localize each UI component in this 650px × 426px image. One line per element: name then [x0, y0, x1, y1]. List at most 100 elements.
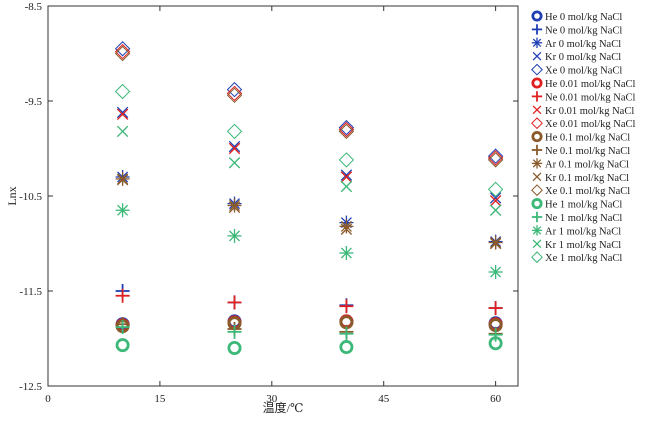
data-point	[115, 320, 130, 335]
data-point	[487, 148, 504, 164]
data-point	[339, 340, 354, 355]
series-7	[116, 108, 502, 207]
legend-item: Ar 1 mol/kg NaCl	[531, 225, 621, 237]
legend-item: Xe 1 mol/kg NaCl	[531, 251, 622, 264]
series-15	[115, 320, 503, 342]
legend-marker	[531, 144, 543, 156]
legend-marker	[531, 77, 543, 89]
data-point	[338, 123, 355, 140]
legend-item: Ne 0.01 mol/kg NaCl	[531, 91, 635, 103]
data-point	[339, 326, 354, 341]
data-point	[227, 198, 242, 213]
data-point	[488, 327, 503, 342]
legend-item: Xe 0.01 mol/kg NaCl	[531, 117, 635, 130]
data-point	[340, 180, 353, 193]
legend-label: Kr 0.1 mol/kg NaCl	[545, 173, 629, 184]
data-point	[340, 223, 353, 235]
legend-item: He 0.01 mol/kg NaCl	[531, 77, 635, 90]
axis-ticks	[47, 5, 518, 387]
series-12	[116, 174, 502, 250]
series-2	[115, 170, 503, 249]
legend-item: Kr 0.1 mol/kg NaCl	[532, 172, 629, 184]
series-11	[115, 171, 503, 250]
y-tick-label: -9.5	[25, 96, 43, 108]
legend-label: Ne 0.01 mol/kg NaCl	[545, 92, 635, 103]
legend-marker	[531, 24, 543, 35]
data-point	[339, 246, 354, 260]
data-point	[338, 119, 355, 136]
data-point	[227, 324, 242, 339]
legend-marker	[531, 211, 543, 223]
legend-marker	[531, 158, 543, 169]
legend-marker	[532, 105, 542, 115]
legend-label: He 0.01 mol/kg NaCl	[545, 79, 635, 90]
legend-label: He 0.1 mol/kg NaCl	[545, 133, 630, 144]
legend-item: Ne 1 mol/kg NaCl	[531, 211, 622, 224]
legend-item: He 1 mol/kg NaCl	[531, 198, 622, 211]
data-point	[488, 265, 503, 279]
legend-label: Xe 0.1 mol/kg NaCl	[545, 186, 630, 197]
data-point	[116, 125, 129, 138]
data-point	[487, 181, 504, 198]
data-point	[226, 87, 243, 104]
data-point	[227, 295, 242, 310]
series-17	[116, 125, 502, 216]
data-point	[339, 299, 354, 314]
data-point	[487, 150, 504, 166]
data-point	[489, 195, 502, 207]
x-tick-label: 30	[266, 393, 278, 405]
data-point	[115, 203, 130, 218]
legend-label: Ne 0 mol/kg NaCl	[545, 25, 622, 36]
legend-item: Kr 0.01 mol/kg NaCl	[532, 105, 634, 117]
x-tick-label: 15	[154, 393, 166, 405]
series-4	[114, 41, 504, 164]
data-point	[488, 235, 503, 250]
legend-label: Ar 0.1 mol/kg NaCl	[545, 159, 629, 170]
legend-label: Ar 1 mol/kg NaCl	[545, 226, 621, 237]
legend-item: He 0.1 mol/kg NaCl	[531, 131, 630, 144]
series-1	[115, 284, 503, 316]
data-point	[487, 152, 504, 168]
data-point	[226, 85, 243, 102]
series-13	[114, 45, 504, 168]
y-tick-label: -11.5	[19, 286, 42, 298]
legend-marker	[531, 63, 543, 76]
series-8	[114, 43, 504, 166]
legend-marker	[531, 91, 543, 102]
y-tick-label: -8.5	[25, 1, 43, 13]
legend: He 0 mol/kg NaCl Ne 0 mol/kg NaCl Ar 0 mol…	[531, 10, 635, 264]
y-axis-title: Lnx	[5, 186, 19, 205]
legend-item: Xe 0 mol/kg NaCl	[531, 63, 622, 77]
x-axis-title: 温度/℃	[263, 400, 304, 415]
data-point	[228, 142, 241, 155]
data-point	[115, 288, 130, 303]
legend-marker	[531, 184, 543, 197]
legend-marker	[532, 51, 542, 61]
data-point	[114, 43, 131, 60]
legend-label: Xe 0 mol/kg NaCl	[545, 66, 622, 77]
x-tick-label: 60	[490, 393, 502, 405]
legend-label: Kr 1 mol/kg NaCl	[545, 240, 621, 251]
legend-marker	[531, 198, 543, 210]
data-point	[116, 106, 129, 119]
data-point	[228, 201, 241, 214]
series-9	[115, 315, 503, 334]
legend-item: Kr 0 mol/kg NaCl	[532, 51, 621, 63]
series-10	[115, 317, 503, 341]
series-0	[115, 314, 503, 332]
legend-label: Xe 0.01 mol/kg NaCl	[545, 119, 635, 130]
legend-item: Xe 0.1 mol/kg NaCl	[531, 184, 630, 197]
series-5	[115, 314, 503, 333]
data-point	[339, 219, 354, 234]
data-point	[228, 140, 241, 153]
data-point	[114, 83, 131, 100]
data-point	[338, 152, 355, 168]
legend-item: Ne 0.1 mol/kg NaCl	[531, 144, 630, 157]
data-point	[227, 228, 242, 243]
data-point	[115, 338, 130, 353]
data-points	[114, 41, 504, 355]
legend-label: Xe 1 mol/kg NaCl	[545, 253, 622, 264]
legend-marker	[531, 10, 543, 22]
legend-item: Kr 1 mol/kg NaCl	[532, 239, 621, 251]
